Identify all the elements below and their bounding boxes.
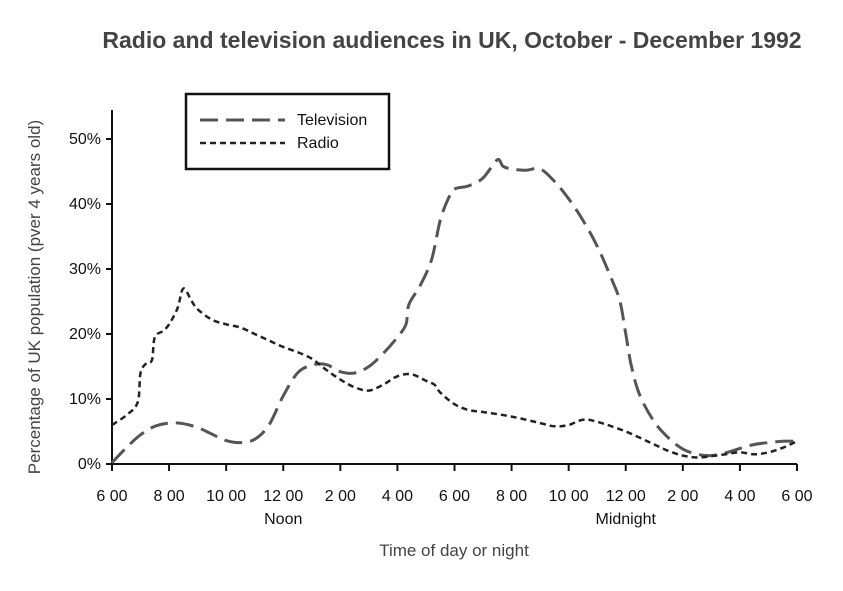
chart-title: Radio and television audiences in UK, Oc… [102,27,801,53]
legend-label-television: Television [297,112,367,129]
x-tick-label: 2 00 [325,488,356,505]
x-tick-label: 6 00 [439,488,470,505]
y-axis: 0% 10% 20% 30% 40% 50% [69,110,113,473]
y-tick-label: 10% [69,391,101,408]
y-tick-label: 30% [69,261,101,278]
y-axis-title: Percentage of UK population (pver 4 year… [25,120,44,474]
y-tick-label: 0% [78,456,101,473]
x-tick-label: 10 00 [206,488,246,505]
x-tick-label: 4 00 [382,488,413,505]
series-line-radio [111,287,798,459]
y-tick-label: 40% [69,196,101,213]
y-tick-label: 20% [69,326,101,343]
series-line-television [110,157,798,464]
legend-label-radio: Radio [297,135,339,152]
x-tick-label: 8 00 [496,488,527,505]
x-sub-label: Noon [264,511,302,528]
x-tick-label: 8 00 [154,488,185,505]
x-tick-label: 10 00 [549,488,589,505]
x-tick-label: 6 00 [781,488,812,505]
legend: Television Radio [184,92,391,171]
x-axis: 6 00 8 00 10 00 12 00 2 00 4 00 6 00 8 00 10 00 1… [96,463,813,528]
x-tick-label: 6 00 [96,488,127,505]
x-tick-label: 12 00 [263,488,303,505]
x-tick-label: 12 00 [606,488,646,505]
series-layer [110,157,798,464]
x-sub-label: Midnight [596,511,657,528]
x-tick-label: 4 00 [724,488,755,505]
x-axis-title: Time of day or night [379,541,529,560]
legend-box [184,92,391,171]
x-tick-label: 2 00 [667,488,698,505]
y-tick-label: 50% [69,131,101,148]
